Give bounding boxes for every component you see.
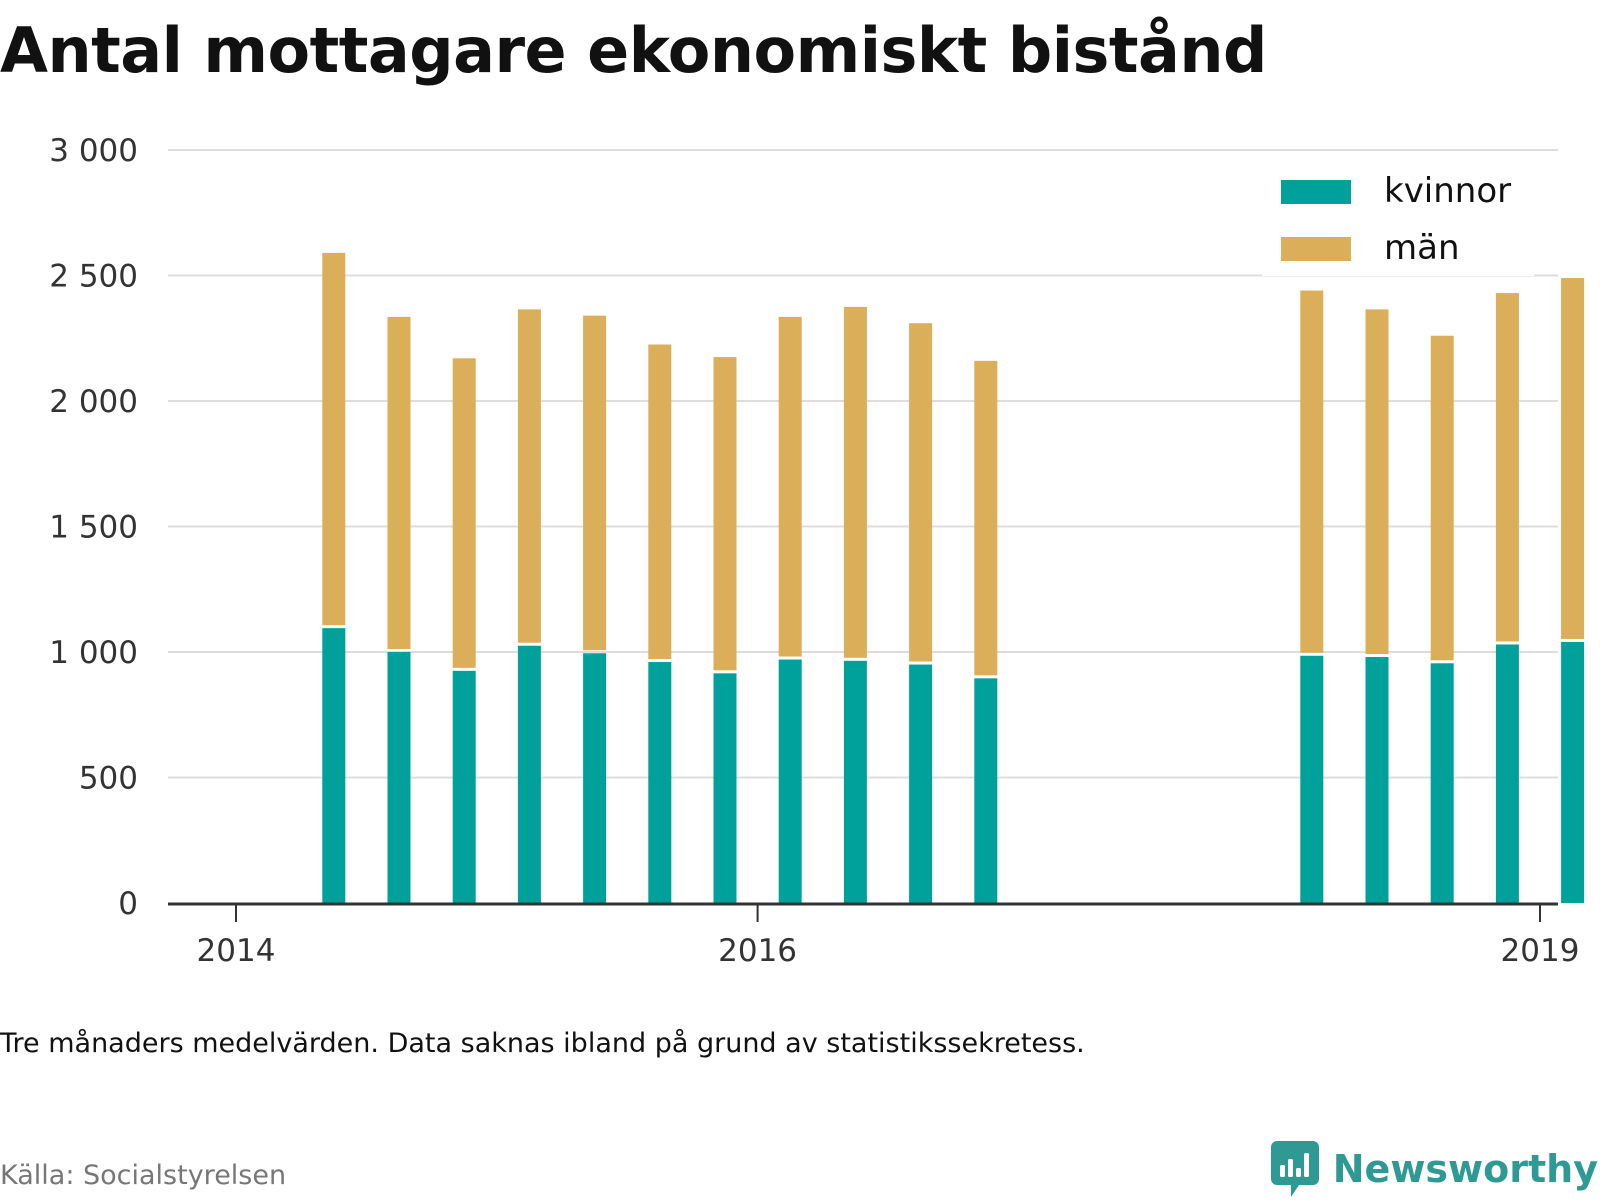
bar-man — [1365, 309, 1389, 655]
bar-kvinnor — [974, 678, 998, 903]
y-tick-label: 2 000 — [49, 384, 138, 420]
bar-kvinnor — [322, 628, 346, 903]
legend-swatch — [1281, 180, 1351, 204]
y-axis-tick-labels: 0 500 1 000 1 500 2 000 2 500 3 000 — [49, 133, 138, 922]
bar-man — [1495, 293, 1519, 642]
bar-kvinnor — [909, 664, 933, 903]
bar-kvinnor — [843, 660, 867, 903]
y-tick-label: 500 — [79, 761, 138, 797]
bar-kvinnor — [648, 662, 672, 903]
bar-kvinnor — [1495, 644, 1519, 903]
bar-kvinnor — [1365, 657, 1389, 903]
bar-man — [387, 316, 411, 649]
bar-man — [517, 309, 541, 643]
brand-name: Newsworthy — [1332, 1147, 1598, 1191]
legend: kvinnor män — [1262, 164, 1534, 276]
x-tick-label: 2014 — [197, 933, 276, 969]
bar-man — [778, 316, 802, 657]
bar-man — [1300, 290, 1324, 653]
bar-man — [909, 323, 933, 662]
y-tick-label: 1 000 — [49, 635, 138, 671]
bar-kvinnor — [713, 673, 737, 903]
source-label: Källa: Socialstyrelsen — [0, 1160, 287, 1191]
bar-kvinnor — [452, 670, 476, 903]
stacked-bar-chart: 0 500 1 000 1 500 2 000 2 500 3 000 2014 2016 20… — [49, 133, 1585, 969]
bars — [322, 252, 1585, 903]
y-tick-label: 0 — [118, 886, 138, 922]
newsworthy-chart-bubble-icon — [1270, 1141, 1319, 1197]
bar-kvinnor — [1561, 641, 1585, 903]
bar-man — [974, 360, 998, 676]
bar-kvinnor — [387, 652, 411, 903]
bar-man — [322, 252, 346, 626]
legend-label: män — [1384, 228, 1460, 268]
bar-man — [1561, 278, 1585, 639]
bar-kvinnor — [1430, 663, 1454, 903]
x-axis: 20142016201920212023 — [168, 902, 1580, 969]
y-tick-label: 3 000 — [49, 133, 138, 169]
bar-kvinnor — [778, 659, 802, 903]
bar-man — [1430, 335, 1454, 661]
bar-man — [452, 358, 476, 668]
bar-man — [583, 315, 607, 651]
bar-kvinnor — [1300, 655, 1324, 903]
bar-kvinnor — [583, 653, 607, 903]
x-tick-label: 2019 — [1501, 933, 1580, 969]
chart-note: Tre månaders medelvärden. Data saknas ib… — [0, 1028, 1085, 1059]
legend-label: kvinnor — [1384, 171, 1511, 211]
bar-man — [713, 357, 737, 671]
bar-man — [843, 306, 867, 658]
y-tick-label: 1 500 — [49, 510, 138, 546]
newsworthy-logo: Newsworthy — [1270, 1141, 1598, 1197]
bar-man — [648, 344, 672, 660]
legend-swatch — [1281, 237, 1351, 261]
y-tick-label: 2 500 — [49, 259, 138, 295]
x-tick-label: 2016 — [718, 933, 797, 969]
bar-kvinnor — [517, 645, 541, 903]
chart-title: Antal mottagare ekonomiskt bistånd — [0, 14, 1267, 87]
